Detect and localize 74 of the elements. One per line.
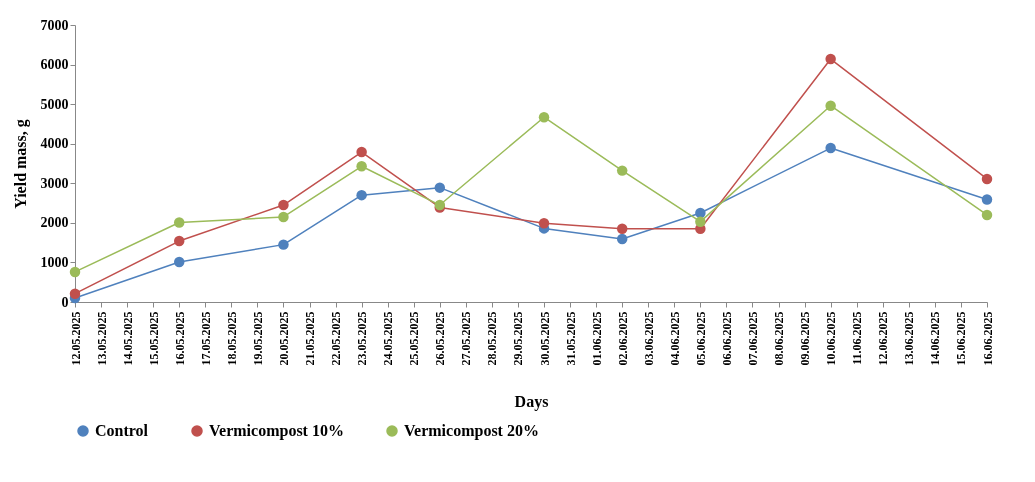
point — [69, 288, 81, 299]
point — [538, 111, 550, 123]
x-tick-label: 28.05.2025 — [485, 311, 500, 366]
legend-label: Control — [95, 422, 149, 439]
x-tick-label: 04.06.2025 — [667, 311, 682, 366]
x-tick-label: 19.05.2025 — [250, 311, 265, 366]
x-tick-label: 15.06.2025 — [954, 311, 969, 366]
point — [69, 266, 81, 278]
point — [173, 235, 185, 247]
x-tick-label: 01.06.2025 — [589, 311, 604, 366]
point — [695, 216, 706, 227]
x-tick-label: 14.05.2025 — [120, 311, 135, 366]
point — [278, 239, 289, 250]
y-tick-label: 4000 — [40, 136, 69, 152]
x-tick-label: 15.05.2025 — [146, 311, 161, 366]
x-tick-label: 25.05.2025 — [407, 311, 422, 366]
x-tick-label: 10.06.2025 — [824, 311, 839, 366]
y-tick-label: 7000 — [40, 17, 69, 33]
y-tick-label: 2000 — [40, 215, 69, 231]
point — [981, 209, 993, 221]
x-tick-label: 11.06.2025 — [850, 311, 865, 365]
x-axis-title: Days — [514, 392, 549, 411]
x-tick-label: 08.06.2025 — [772, 311, 787, 366]
legend-label: Vermicompost 20% — [404, 422, 539, 440]
x-tick-label: 13.05.2025 — [94, 311, 109, 366]
y-tick-label: 0 — [61, 294, 69, 310]
y-tick-label: 3000 — [40, 175, 69, 191]
point — [695, 207, 706, 219]
x-tick-label: 09.06.2025 — [798, 311, 813, 366]
x-tick-label: 16.05.2025 — [172, 311, 187, 366]
x-tick-label: 29.05.2025 — [511, 311, 526, 366]
point — [434, 182, 446, 193]
point — [825, 142, 836, 154]
y-tick-label: 6000 — [40, 57, 69, 73]
point — [278, 199, 289, 211]
x-tick-label: 30.05.2025 — [537, 311, 552, 366]
x-tick-label: 12.05.2025 — [68, 311, 83, 366]
point — [825, 53, 836, 65]
x-tick-label: 18.05.2025 — [224, 311, 239, 366]
x-tick-label: 06.06.2025 — [719, 311, 734, 366]
x-tick-label: 17.05.2025 — [198, 311, 213, 366]
point — [278, 211, 289, 223]
x-tick-label: 24.05.2025 — [381, 311, 396, 366]
point — [825, 100, 836, 111]
x-tick-label: 16.06.2025 — [980, 311, 995, 366]
x-tick-label: 20.05.2025 — [276, 311, 291, 366]
x-tick-label: 26.05.2025 — [433, 311, 448, 366]
y-tick-label: 1000 — [40, 254, 69, 270]
x-tick-label: 27.05.2025 — [459, 311, 474, 366]
y-axis-title: Yield mass, g — [11, 119, 30, 209]
legend-label: Vermicompost 10% — [209, 422, 344, 440]
point — [356, 161, 367, 172]
point — [616, 165, 628, 176]
point — [616, 233, 628, 245]
point — [538, 218, 550, 229]
x-tick-label: 05.06.2025 — [693, 311, 708, 366]
point — [173, 256, 185, 268]
point — [356, 146, 367, 158]
x-tick-label: 13.06.2025 — [902, 311, 917, 366]
point — [173, 217, 185, 228]
x-tick-label: 02.06.2025 — [615, 311, 630, 366]
x-tick-label: 21.05.2025 — [303, 311, 318, 366]
x-tick-label: 14.06.2025 — [928, 311, 943, 366]
x-tick-label: 12.06.2025 — [876, 311, 891, 366]
x-tick-label: 31.05.2025 — [563, 311, 578, 366]
point — [616, 223, 628, 235]
point — [356, 189, 367, 201]
point — [981, 194, 993, 205]
x-tick-label: 23.05.2025 — [355, 311, 370, 366]
x-tick-label: 22.05.2025 — [329, 311, 344, 366]
point — [981, 173, 993, 185]
x-tick-label: 07.06.2025 — [745, 311, 760, 366]
y-tick-label: 5000 — [40, 96, 69, 112]
x-tick-label: 03.06.2025 — [641, 311, 656, 366]
